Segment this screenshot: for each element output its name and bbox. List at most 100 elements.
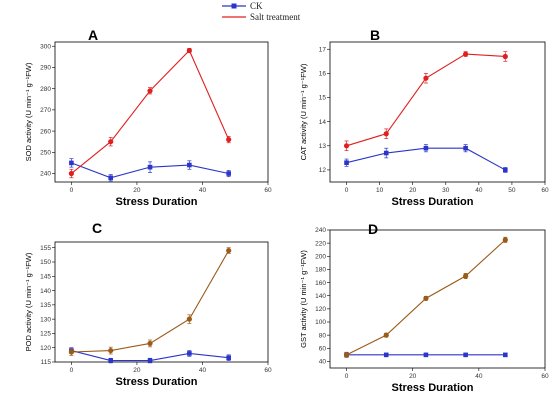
y-tick-label: 160 xyxy=(315,280,326,287)
y-tick-label: 300 xyxy=(40,43,51,50)
x-axis-label: Stress Duration xyxy=(392,196,474,208)
legend-item-ck: CK xyxy=(222,1,263,11)
data-point xyxy=(423,295,429,301)
y-tick-label: 125 xyxy=(40,331,51,338)
data-point xyxy=(344,160,349,165)
y-axis-label: GST activity (U min⁻¹ g⁻¹FW) xyxy=(299,250,308,348)
y-tick-label: 270 xyxy=(40,107,51,114)
x-tick-label: 20 xyxy=(409,373,417,380)
y-tick-label: 140 xyxy=(40,288,51,295)
data-point xyxy=(463,273,469,279)
data-point xyxy=(147,88,153,94)
data-point xyxy=(226,136,232,143)
y-tick-label: 250 xyxy=(40,150,51,157)
data-point xyxy=(226,171,231,176)
y-tick-label: 17 xyxy=(319,46,327,53)
legend-item-salt: Salt treatment xyxy=(222,12,301,22)
y-tick-label: 290 xyxy=(40,65,51,72)
x-tick-label: 0 xyxy=(70,187,74,194)
data-point xyxy=(226,355,231,361)
y-tick-label: 15 xyxy=(319,95,327,102)
series-ck xyxy=(344,352,508,358)
y-tick-label: 120 xyxy=(40,345,51,352)
data-point xyxy=(108,175,114,181)
y-tick-label: 120 xyxy=(315,306,326,313)
data-point xyxy=(187,162,192,168)
series-line xyxy=(346,53,506,147)
panel-label: B xyxy=(370,27,380,43)
panel-label: C xyxy=(92,220,102,236)
x-axis-label: Stress Duration xyxy=(392,382,474,394)
chart-panel-d: D 0 20 40 60 40 60 80 100 120 140 160 180 200 220 240 St… xyxy=(299,221,549,394)
plot-frame xyxy=(54,41,269,183)
y-tick-label: 180 xyxy=(315,267,326,274)
data-point xyxy=(423,75,429,81)
x-tick-label: 60 xyxy=(541,373,549,380)
x-tick-label: 50 xyxy=(508,187,516,194)
x-tick-label: 0 xyxy=(70,367,74,374)
y-tick-label: 155 xyxy=(40,245,51,252)
chart-panel-a: A 0 20 40 60 240 250 260 270 280 290 300 Stress Dura… xyxy=(24,27,272,208)
y-tick-label: 260 xyxy=(40,128,51,135)
y-axis-label: POD activity (U min⁻¹ g⁻¹FW) xyxy=(24,252,33,351)
y-tick-label: 280 xyxy=(40,86,51,93)
x-tick-label: 10 xyxy=(376,187,384,194)
data-point xyxy=(502,237,508,243)
data-point xyxy=(503,167,508,173)
y-tick-label: 240 xyxy=(40,171,51,178)
x-tick-label: 40 xyxy=(475,373,483,380)
y-tick-label: 200 xyxy=(315,253,326,260)
data-point xyxy=(147,358,153,363)
y-tick-label: 12 xyxy=(319,167,327,174)
data-point xyxy=(343,352,350,358)
y-tick-label: 13 xyxy=(319,143,327,150)
data-point xyxy=(187,351,192,356)
x-tick-label: 60 xyxy=(264,187,272,194)
data-point xyxy=(147,340,153,347)
x-tick-label: 60 xyxy=(541,187,549,194)
data-point xyxy=(383,352,389,358)
series-salt-treatment xyxy=(343,236,508,358)
x-tick-label: 0 xyxy=(345,187,349,194)
x-tick-label: 0 xyxy=(345,373,349,380)
series-line xyxy=(71,250,230,353)
data-point xyxy=(463,145,468,151)
data-point xyxy=(383,150,389,156)
x-tick-label: 20 xyxy=(133,367,141,374)
data-point xyxy=(423,145,429,151)
y-tick-label: 60 xyxy=(319,345,327,352)
data-point xyxy=(108,358,114,363)
data-point xyxy=(463,51,469,57)
x-axis-label: Stress Duration xyxy=(116,196,198,208)
y-tick-label: 16 xyxy=(319,71,327,78)
x-tick-label: 40 xyxy=(199,187,207,194)
data-point xyxy=(108,139,114,145)
chart-panel-c: C 0 20 40 60 115 120 125 130 135 140 145 150 155 Stres… xyxy=(24,220,272,388)
y-tick-label: 14 xyxy=(319,119,327,126)
x-tick-label: 40 xyxy=(199,367,207,374)
series-salt-treatment xyxy=(68,247,232,356)
x-tick-label: 20 xyxy=(133,187,141,194)
y-tick-label: 240 xyxy=(315,227,326,234)
data-point xyxy=(503,352,508,358)
plot-frame xyxy=(54,241,269,363)
plot-frame xyxy=(329,229,546,369)
data-point xyxy=(68,170,74,177)
series-ck xyxy=(344,144,508,173)
y-tick-label: 40 xyxy=(319,359,327,366)
x-axis-label: Stress Duration xyxy=(116,376,198,388)
legend: CK Salt treatment xyxy=(222,1,301,22)
y-tick-label: 145 xyxy=(40,273,51,280)
data-point xyxy=(147,164,153,170)
y-tick-label: 220 xyxy=(315,240,326,247)
y-tick-label: 100 xyxy=(315,319,326,326)
data-point xyxy=(186,47,192,54)
series-salt-treatment xyxy=(68,47,232,179)
x-tick-label: 60 xyxy=(264,367,272,374)
x-tick-label: 40 xyxy=(475,187,483,194)
data-point xyxy=(502,53,508,60)
legend-ck-label: CK xyxy=(250,1,263,11)
plot-frame xyxy=(329,41,546,183)
chart-panel-b: B 0 10 20 30 40 50 60 12 13 14 15 16 17 Stress Duratio… xyxy=(299,27,549,208)
